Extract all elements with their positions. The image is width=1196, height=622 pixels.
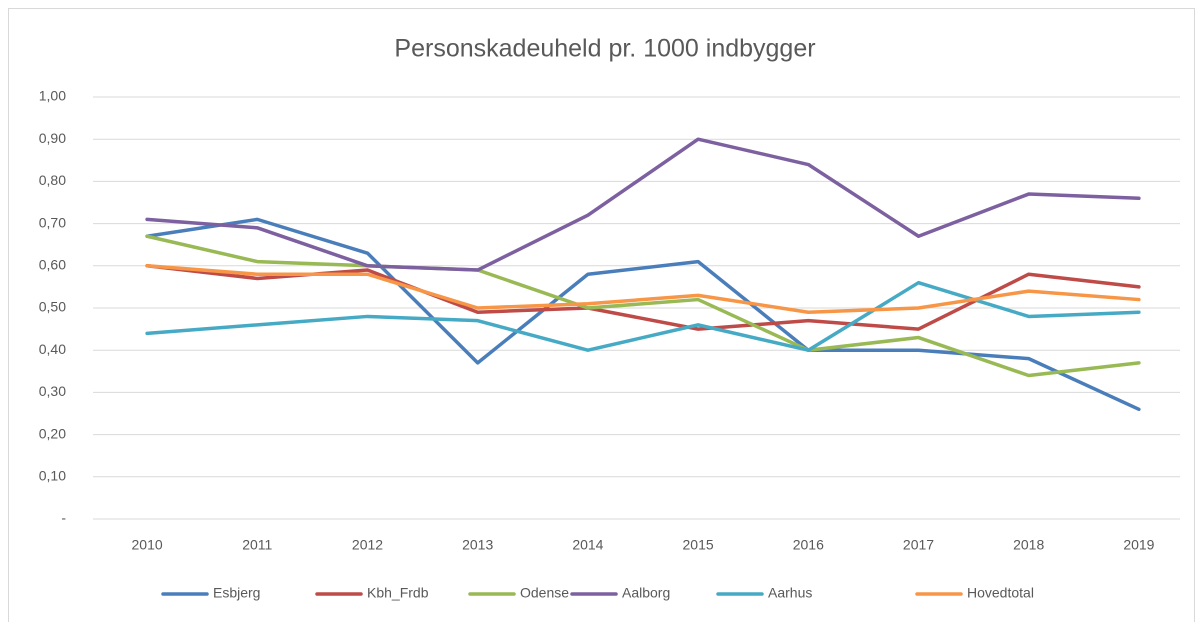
x-tick-label: 2012 [352, 537, 383, 553]
y-tick-label: 0,80 [39, 172, 66, 188]
y-tick-label: 0,10 [39, 468, 66, 484]
y-tick-label: 0,60 [39, 257, 66, 273]
x-tick-label: 2015 [683, 537, 714, 553]
y-tick-label: 0,50 [39, 299, 66, 315]
legend-label: Kbh_Frdb [367, 585, 429, 601]
y-tick-label: - [61, 510, 66, 526]
chart-title: Personskadeuheld pr. 1000 indbygger [394, 35, 815, 63]
x-tick-label: 2017 [903, 537, 934, 553]
x-tick-label: 2018 [1013, 537, 1044, 553]
x-tick-label: 2016 [793, 537, 824, 553]
series-line [145, 264, 1141, 314]
x-tick-label: 2011 [242, 537, 272, 553]
chart-border [8, 8, 1195, 622]
y-tick-label: 0,70 [39, 214, 66, 230]
y-tick-label: 0,90 [39, 130, 66, 146]
series-line [145, 217, 1141, 412]
series-line [145, 234, 1141, 378]
x-tick-label: 2013 [462, 537, 493, 553]
series-line [145, 137, 1141, 272]
x-tick-label: 2019 [1123, 537, 1154, 553]
legend-label: Aalborg [622, 585, 670, 601]
y-tick-label: 0,30 [39, 383, 66, 399]
legend-label: Hovedtotal [967, 585, 1034, 601]
legend-label: Odense [520, 585, 569, 601]
y-tick-label: 1,00 [39, 88, 66, 104]
x-tick-label: 2014 [572, 537, 603, 553]
y-tick-label: 0,20 [39, 425, 66, 441]
legend-label: Aarhus [768, 585, 812, 601]
y-tick-label: 0,40 [39, 341, 66, 357]
x-tick-label: 2010 [132, 537, 163, 553]
legend-label: Esbjerg [213, 585, 260, 601]
